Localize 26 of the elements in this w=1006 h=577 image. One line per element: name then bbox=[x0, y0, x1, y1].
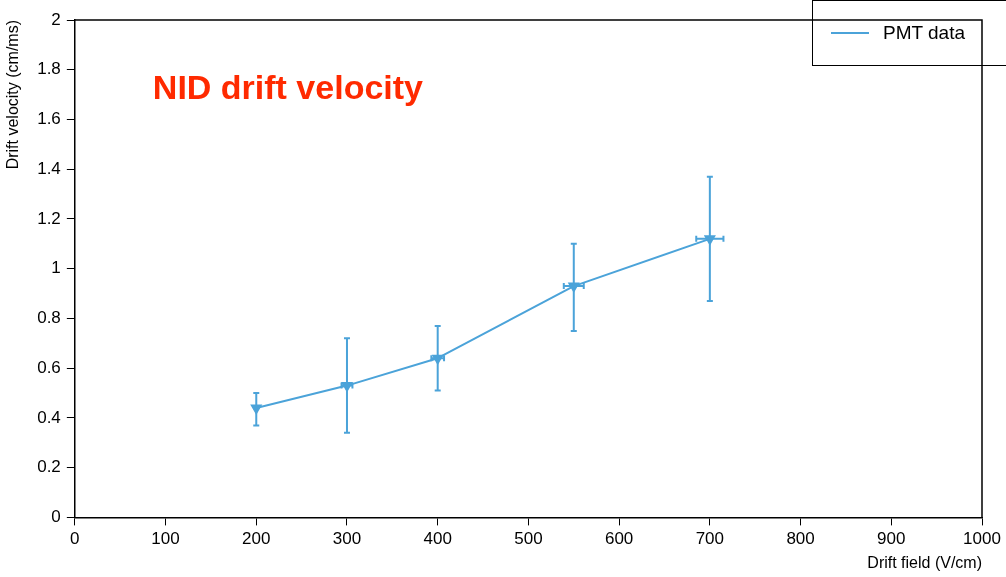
y-tick-label: 0 bbox=[51, 507, 61, 527]
y-tick-label: 0.6 bbox=[37, 357, 61, 377]
x-tick-label: 400 bbox=[423, 529, 452, 549]
y-axis-title: Drift velocity (cm/ms) bbox=[4, 20, 22, 170]
x-tick-label: 0 bbox=[70, 529, 80, 549]
x-tick-label: 1000 bbox=[963, 529, 1001, 549]
x-tick-label: 300 bbox=[332, 529, 362, 549]
y-tick-label: 1.6 bbox=[37, 109, 61, 129]
y-tick-label: 1.8 bbox=[37, 59, 61, 79]
y-tick-label: 0.2 bbox=[37, 457, 61, 477]
x-tick-label: 500 bbox=[514, 529, 543, 549]
legend-label: PMT data bbox=[883, 22, 966, 44]
y-tick-label: 1.2 bbox=[37, 208, 61, 228]
y-tick-label: 0.8 bbox=[37, 308, 61, 328]
x-axis-title: Drift field (V/cm) bbox=[867, 553, 982, 571]
y-tick-label: 1.4 bbox=[37, 158, 61, 178]
x-tick-label: 100 bbox=[151, 529, 180, 549]
x-tick-label: 200 bbox=[242, 529, 271, 549]
y-tick-label: 1 bbox=[51, 258, 61, 278]
text: NID drift velocity bbox=[152, 68, 424, 107]
x-tick-label: 900 bbox=[877, 529, 906, 549]
x-tick-label: 800 bbox=[786, 529, 815, 549]
x-tick-label: 600 bbox=[604, 529, 634, 549]
x-tick-label: 700 bbox=[695, 529, 725, 549]
y-tick-label: 0.4 bbox=[37, 407, 61, 427]
y-tick-label: 2 bbox=[51, 9, 61, 29]
